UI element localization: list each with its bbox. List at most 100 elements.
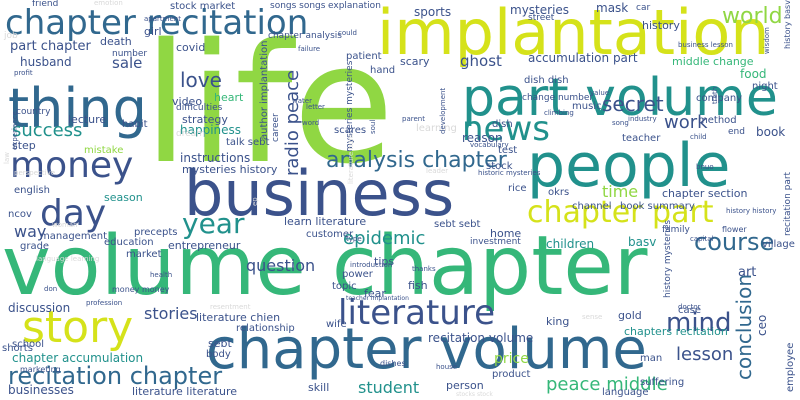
word-peace-middle: peace middle xyxy=(546,374,668,395)
word-chapter-analysis: chapter analysis xyxy=(268,31,342,41)
word-don: climbing xyxy=(544,109,574,117)
word-volume-chapter: volume chapter xyxy=(2,219,648,314)
word-business-lesson: profession xyxy=(86,299,123,307)
word-customer: customer xyxy=(306,229,354,240)
word-number: number xyxy=(112,49,148,59)
word-entrepreneur: entrepreneur xyxy=(168,239,241,252)
word-accumulation-part: accumulation part xyxy=(528,51,638,65)
word-chapter-section: chapter section xyxy=(662,187,748,200)
word-people: people xyxy=(527,131,731,201)
word-management: management xyxy=(40,231,107,242)
word-girl: girl xyxy=(144,25,162,38)
word-lecture: lecture xyxy=(68,113,107,126)
word-historic-mysteries: bnuo xyxy=(696,163,714,171)
word-happiness: happiness xyxy=(180,123,242,137)
word-story: story xyxy=(22,302,134,353)
word-change-number: change number xyxy=(522,93,594,103)
word-end: end xyxy=(728,127,745,137)
word-resentment: stocks stock xyxy=(456,391,493,398)
word-investment: investment xyxy=(470,237,521,247)
word-recitation-part: author implantation xyxy=(259,40,270,140)
word-ceo: ceo xyxy=(755,314,769,336)
word-conclusion: conclusion xyxy=(732,273,756,380)
word-explanation: history basv xyxy=(783,0,792,49)
word-history: history xyxy=(642,19,680,32)
word-grade: family xyxy=(662,225,690,235)
word-songs-songs: friend xyxy=(32,0,59,9)
word-channel: channel xyxy=(572,201,612,212)
word-man: man xyxy=(640,353,663,364)
word-businesses: businesses xyxy=(8,383,74,397)
word-recitation-chapter: recitation chapter xyxy=(8,362,223,390)
word-chapter-accumulation: chapter accumulation xyxy=(12,351,144,365)
word-husband: husband xyxy=(20,55,72,69)
word-love: love xyxy=(180,68,222,92)
word-relationship: relationship xyxy=(236,323,295,334)
word-money: money xyxy=(10,145,134,186)
word-learn-literature: learn literature xyxy=(284,215,367,228)
word-suffering: suffering xyxy=(640,377,685,388)
word-profession: doctor xyxy=(678,303,701,311)
word-song: value xyxy=(590,89,610,97)
word-patient: patient xyxy=(346,51,382,62)
word-epidemic: epidemic xyxy=(343,228,426,249)
word-discussion: discussion xyxy=(8,301,71,315)
word-children: children xyxy=(546,237,595,251)
word-truth: history mysteries xyxy=(663,219,673,298)
word-history-basv: job xyxy=(4,31,18,41)
word-radio-peace: radio peace xyxy=(282,69,303,176)
word-bnuo: introduction xyxy=(350,261,393,269)
word-emotion: apartment xyxy=(144,15,181,23)
word-chapters-recitation: chapters recitation xyxy=(624,325,728,338)
word-course: course xyxy=(694,228,775,256)
word-sale: sale xyxy=(112,54,143,72)
word-fish: fish xyxy=(408,279,428,292)
word-talk-sebt: talk sebt xyxy=(226,137,270,148)
word-case: case xyxy=(678,305,701,316)
word-implantation: implantation xyxy=(377,0,770,69)
word-habit: habit xyxy=(122,119,148,130)
word-lesson: lesson xyxy=(676,344,734,365)
word-chapter-volume: chapter volume xyxy=(206,317,647,382)
word-secret: secret xyxy=(602,92,664,116)
word-stories: stories xyxy=(144,304,198,323)
word-way: way xyxy=(14,222,47,241)
word-night: night xyxy=(752,81,778,92)
word-student: student xyxy=(358,378,420,397)
word-music: music xyxy=(572,101,602,112)
word-vocabulary: literature hunt xyxy=(347,133,355,184)
word-learning: learning xyxy=(416,123,457,134)
word-experience: recitation part xyxy=(783,171,793,236)
word-topic: topic xyxy=(332,281,357,292)
word-success: success xyxy=(12,120,83,141)
word-world: world xyxy=(722,4,783,29)
word-health: historic mysteries xyxy=(478,169,541,177)
word-history-mysteries: career xyxy=(271,113,281,142)
word-question: question xyxy=(246,256,316,275)
word-sports: sports xyxy=(414,5,452,19)
word-thanks: word xyxy=(302,119,320,127)
word-method: method xyxy=(698,115,737,126)
word-covid: covid xyxy=(176,41,206,54)
word-home: home xyxy=(490,227,522,240)
word-wife: wife xyxy=(326,319,347,330)
word-capital: health xyxy=(150,271,173,279)
word-ncov: village xyxy=(762,239,795,250)
word-fear: fear xyxy=(364,287,386,300)
word-ep: type xyxy=(346,235,362,243)
word-dish: dish xyxy=(492,119,513,130)
word-employee: songs songs xyxy=(270,1,326,11)
word-business: business xyxy=(184,157,455,230)
word-type: don xyxy=(44,285,58,293)
word-literature-literature: literature literature xyxy=(132,385,238,398)
word-product: product xyxy=(492,369,531,380)
word-perspective: leader xyxy=(426,167,449,175)
word-car: letter xyxy=(306,103,325,111)
word-profit: dream xyxy=(176,129,206,139)
word-soul: industry xyxy=(628,115,657,123)
word-price: price xyxy=(494,351,529,367)
word-book-summary: book summary xyxy=(620,201,695,212)
word-news: news xyxy=(462,109,550,149)
word-language: language xyxy=(602,387,649,398)
